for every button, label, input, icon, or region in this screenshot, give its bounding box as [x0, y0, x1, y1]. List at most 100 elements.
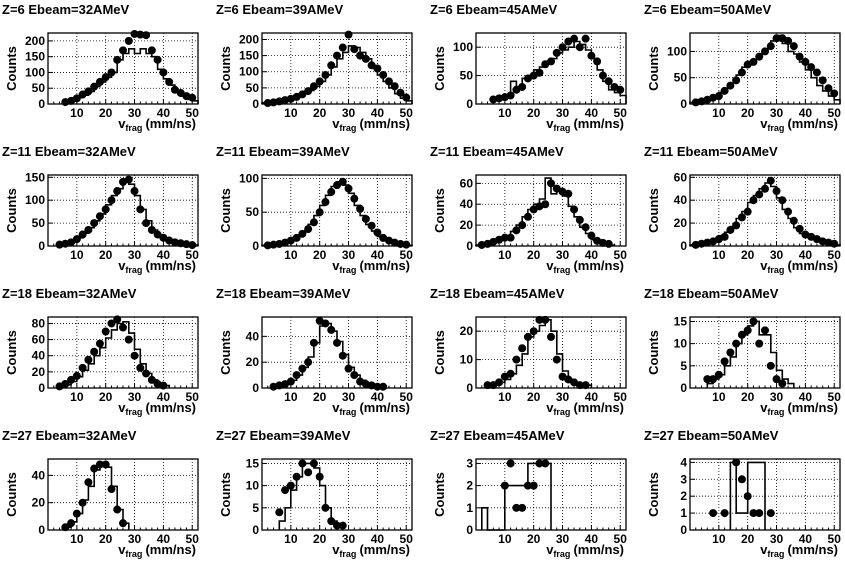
data-point	[570, 34, 579, 43]
data-point	[726, 81, 735, 90]
x-axis-label: vfrag (mm/ns)	[546, 400, 624, 417]
data-point	[119, 46, 127, 55]
data-point	[732, 339, 741, 348]
data-point	[552, 48, 561, 57]
data-point	[124, 175, 133, 184]
x-axis-label-main: v	[332, 542, 340, 557]
data-point	[101, 460, 110, 469]
data-point	[298, 364, 307, 373]
x-axis-label-subscript: frag	[339, 123, 356, 133]
y-tick-label: 200	[239, 32, 259, 46]
y-tick-label: 0	[252, 97, 259, 111]
x-axis-label: vfrag (mm/ns)	[332, 258, 410, 275]
y-tick-label: 60	[460, 176, 474, 190]
x-axis-label-main: v	[118, 542, 126, 557]
data-point	[61, 379, 70, 388]
y-tick-label: 150	[25, 50, 45, 64]
data-point	[714, 92, 723, 101]
x-axis-label-main: v	[332, 258, 340, 273]
y-tick-label: 150	[239, 49, 259, 63]
data-point	[564, 189, 573, 198]
data-point	[784, 36, 793, 45]
panel-title: Z=6 Ebeam=45AMeV	[430, 2, 558, 17]
x-axis-label-main: v	[546, 542, 554, 557]
panel-title: Z=27 Ebeam=45AMeV	[430, 428, 565, 443]
data-point	[90, 219, 99, 228]
data-point	[784, 207, 793, 216]
data-point	[136, 205, 145, 214]
data-point	[142, 31, 151, 40]
panel: Z=11 Ebeam=39AMeV 10 20 30 40 50 0 50 100 Counts v…	[216, 144, 413, 275]
data-point	[541, 459, 550, 468]
x-tick-label: 10	[712, 106, 726, 120]
data-point	[304, 225, 313, 234]
y-axis-label: Counts	[218, 46, 233, 91]
y-axis-label: Counts	[432, 188, 447, 233]
data-point	[263, 99, 272, 108]
y-tick-label: 0	[466, 239, 473, 253]
panel: Z=18 Ebeam=50AMeV 10 20 30 40 50 0 5 10 15 Counts v…	[644, 286, 841, 417]
x-tick-label: 40	[371, 106, 385, 120]
data-point	[720, 232, 729, 241]
data-point	[344, 364, 353, 373]
y-tick-label: 50	[460, 69, 474, 83]
panel-title: Z=18 Ebeam=45AMeV	[430, 286, 565, 301]
panel: Z=18 Ebeam=39AMeV 10 20 30 40 50 0 20 40 Counts vf…	[216, 286, 413, 417]
x-tick-label: 10	[70, 532, 84, 546]
data-point	[390, 82, 399, 91]
y-tick-label: 10	[460, 353, 474, 367]
data-point	[518, 221, 527, 230]
y-axis-label: Counts	[218, 330, 233, 375]
data-point	[304, 87, 313, 96]
y-tick-label: 10	[246, 479, 260, 493]
data-point	[749, 57, 758, 66]
data-point	[535, 315, 544, 324]
y-tick-label: 60	[674, 170, 688, 184]
data-point	[90, 464, 99, 473]
y-tick-label: 0	[252, 523, 259, 537]
y-tick-label: 40	[674, 193, 688, 207]
y-tick-label: 0	[680, 381, 687, 395]
y-tick-label: 2	[466, 479, 473, 493]
x-axis-label-unit: (mm/ns)	[145, 116, 196, 131]
x-tick-label: 20	[99, 532, 113, 546]
x-tick-label: 40	[799, 248, 813, 262]
y-tick-label: 20	[674, 216, 688, 230]
x-axis-label: vfrag (mm/ns)	[332, 542, 410, 559]
data-point	[72, 235, 81, 244]
data-point	[558, 43, 567, 52]
data-point	[321, 198, 330, 207]
y-axis-label: Counts	[432, 330, 447, 375]
data-point	[500, 233, 509, 242]
x-axis-label-subscript: frag	[339, 265, 356, 275]
data-point	[333, 181, 341, 190]
data-point	[506, 233, 515, 242]
x-axis-label: vfrag (mm/ns)	[118, 400, 196, 417]
plot-frame	[475, 32, 627, 105]
data-point	[165, 77, 174, 86]
x-tick-label: 20	[741, 248, 755, 262]
panel: Z=6 Ebeam=50AMeV 10 20 30 40 50 0 50 100 Counts vf…	[644, 2, 841, 133]
x-tick-label: 20	[527, 248, 541, 262]
data-point	[327, 325, 336, 334]
histogram-series	[481, 462, 552, 531]
x-axis-label-main: v	[118, 400, 126, 415]
x-tick-label: 30	[128, 390, 142, 404]
data-point	[90, 347, 99, 356]
data-point	[101, 205, 110, 214]
panel: Z=27 Ebeam=50AMeV 10 20 30 40 50 0 1 2 3 4 Counts vf…	[644, 428, 841, 559]
x-axis-label-unit: (mm/ns)	[573, 116, 624, 131]
data-point	[789, 42, 798, 51]
data-point	[84, 478, 93, 487]
data-point	[286, 481, 295, 490]
x-tick-label: 30	[556, 390, 570, 404]
x-axis-label-unit: (mm/ns)	[787, 258, 838, 273]
data-point	[101, 327, 110, 336]
x-axis-label: vfrag (mm/ns)	[760, 116, 838, 133]
data-point	[78, 498, 87, 507]
x-axis-label: vfrag (mm/ns)	[118, 258, 196, 275]
data-point	[587, 231, 596, 240]
data-point	[581, 34, 590, 43]
data-point	[616, 85, 625, 94]
data-point	[321, 319, 330, 328]
